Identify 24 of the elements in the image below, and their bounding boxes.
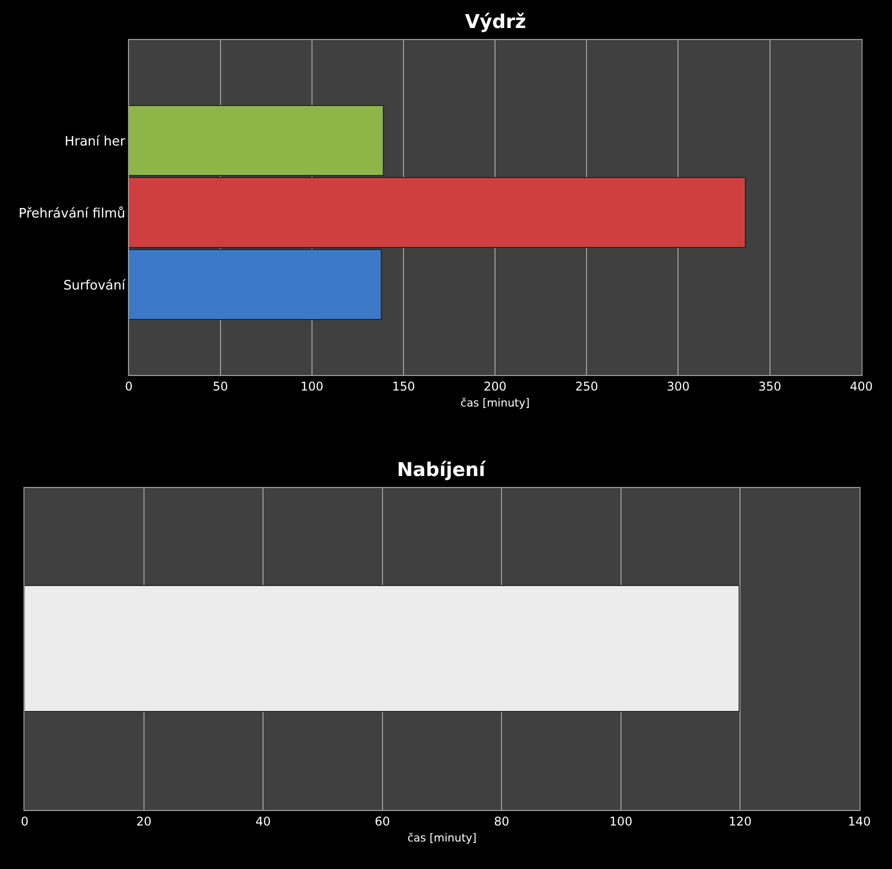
chart-title: Nabíjení: [397, 459, 487, 481]
x-tick-label: 0: [125, 379, 133, 394]
x-tick-label: 120: [728, 814, 752, 828]
x-tick-label: 20: [136, 814, 152, 828]
y-tick-label: Přehrávání filmů: [18, 205, 126, 222]
x-tick-label: 0: [20, 814, 28, 828]
x-tick-label: 350: [758, 379, 782, 394]
x-tick-label: 50: [212, 379, 228, 394]
x-tick-label: 300: [666, 379, 690, 394]
x-axis-title: čas [minuty]: [407, 832, 477, 845]
x-tick-label: 60: [374, 814, 390, 828]
x-tick-label: 150: [392, 379, 415, 394]
x-tick-label: 200: [484, 379, 507, 394]
x-tick-label: 100: [300, 379, 324, 394]
chart-title: Výdrž: [465, 11, 526, 33]
x-tick-label: 40: [255, 814, 271, 828]
y-tick-label: Hraní her: [64, 134, 126, 150]
x-tick-label: 100: [609, 814, 632, 828]
x-tick-label: 140: [848, 814, 871, 828]
x-tick-label: 80: [494, 814, 510, 828]
x-tick-label: 400: [850, 379, 873, 394]
x-tick-label: 250: [575, 379, 598, 394]
x-axis-title: čas [minuty]: [460, 396, 530, 410]
y-tick-label: Surfování: [63, 278, 126, 294]
